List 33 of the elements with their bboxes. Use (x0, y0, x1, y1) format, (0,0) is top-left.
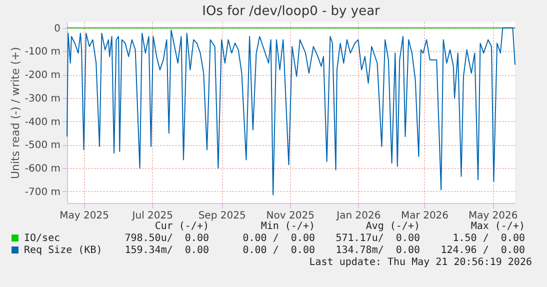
text: 1.50 / 0.00 (452, 233, 525, 245)
y-tick-label: -700 m (24, 186, 60, 198)
x-tick-label: Sep 2025 (198, 210, 246, 222)
text: 571.17u/ 0.00 (336, 233, 420, 245)
text: Last update: Thu May 21 20:56:19 2026 (309, 257, 532, 269)
text: 134.78m/ 0.00 (336, 245, 420, 257)
x-tick-label: May 2025 (60, 210, 109, 222)
text: 0.00 / 0.00 (242, 233, 315, 245)
x-tick-label: Jul 2025 (131, 210, 173, 222)
x-tick-label: Mar 2026 (401, 210, 449, 222)
text: Avg (-/+) (366, 221, 420, 233)
x-tick-label: May 2026 (468, 210, 518, 222)
text: 124.96 / 0.00 (440, 245, 525, 257)
y-tick-label: -200 m (24, 70, 60, 82)
text: 0.00 / 0.00 (242, 245, 315, 257)
legend-label: IO/sec (24, 233, 60, 244)
text: 159.34m/ 0.00 (124, 245, 209, 257)
y-tick-label: -400 m (24, 116, 60, 128)
x-tick-label: Nov 2025 (266, 210, 314, 222)
y-tick-label: -600 m (24, 163, 60, 174)
text: Max (-/+) (470, 221, 525, 233)
y-tick-label: 0 (54, 23, 60, 34)
y-tick-label: -300 m (24, 93, 60, 104)
line-series (66, 27, 516, 196)
legend-label: Req Size (KB) (24, 245, 102, 256)
y-tick-label: -500 m (24, 140, 60, 152)
text: Cur (-/+) (154, 221, 209, 233)
chart-title: IOs for /dev/loop0 - by year (202, 4, 381, 19)
text: Min (-/+) (260, 221, 315, 233)
y-tick-label: -100 m (24, 46, 60, 58)
x-tick-label: Jan 2026 (336, 210, 381, 222)
text: 798.50u/ 0.00 (124, 233, 209, 245)
y-axis-title: Units read (-) / write (+) (8, 46, 22, 180)
